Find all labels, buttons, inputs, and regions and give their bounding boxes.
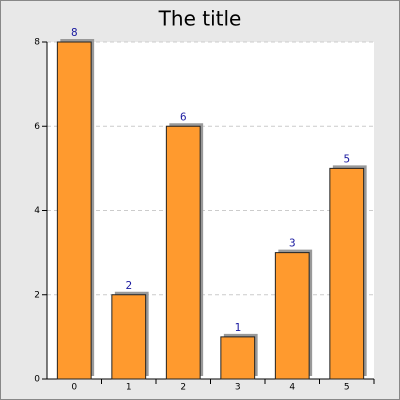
value-label: 8 <box>71 26 78 39</box>
x-tick-label: 4 <box>289 383 295 393</box>
y-tick-label: 0 <box>34 375 40 385</box>
bar <box>220 336 256 380</box>
value-label: 2 <box>125 279 132 292</box>
y-tick-label: 6 <box>34 122 40 132</box>
bar <box>56 41 92 380</box>
y-tick-label: 2 <box>34 290 40 300</box>
x-tick-label: 2 <box>180 383 186 393</box>
value-label: 5 <box>343 152 350 165</box>
value-label: 3 <box>289 237 296 250</box>
bar <box>111 294 147 380</box>
x-tick-label: 0 <box>71 383 77 393</box>
y-tick-label: 4 <box>34 206 40 216</box>
bar <box>165 125 201 380</box>
y-tick-label: 8 <box>34 38 40 48</box>
bar <box>329 167 365 380</box>
x-tick-label: 5 <box>344 383 350 393</box>
value-label: 1 <box>234 321 241 334</box>
chart-title: The title <box>158 7 242 31</box>
value-label: 6 <box>180 110 187 123</box>
bar <box>274 252 310 380</box>
x-tick-label: 1 <box>126 383 132 393</box>
x-tick-label: 3 <box>235 383 241 393</box>
